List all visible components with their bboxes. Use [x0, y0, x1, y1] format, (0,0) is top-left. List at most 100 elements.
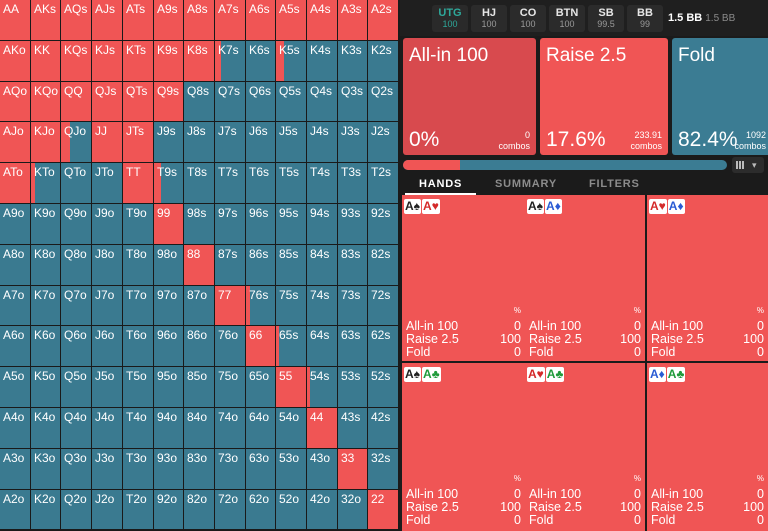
range-cell-32o[interactable]: 32o — [338, 490, 367, 529]
range-cell-KQo[interactable]: KQo — [31, 82, 60, 121]
range-cell-53o[interactable]: 53o — [276, 449, 306, 489]
range-cell-J5s[interactable]: J5s — [276, 122, 306, 162]
range-cell-75o[interactable]: 75o — [215, 367, 245, 407]
range-cell-JTs[interactable]: JTs — [123, 122, 153, 162]
range-cell-A6o[interactable]: A6o — [0, 326, 30, 366]
range-cell-A4s[interactable]: A4s — [307, 0, 337, 40]
range-cell-72o[interactable]: 72o — [215, 490, 245, 529]
range-cell-K5s[interactable]: K5s — [276, 41, 306, 81]
position-utg[interactable]: UTG 100 — [432, 5, 468, 32]
action-fold[interactable]: Fold 82.4% 1092 combos — [672, 38, 768, 155]
range-cell-32s[interactable]: 32s — [368, 449, 398, 489]
range-cell-A7s[interactable]: A7s — [215, 0, 245, 40]
range-cell-JTo[interactable]: JTo — [92, 163, 122, 203]
range-cell-52o[interactable]: 52o — [276, 490, 306, 529]
range-cell-KK[interactable]: KK — [31, 41, 60, 81]
range-cell-53s[interactable]: 53s — [338, 367, 367, 407]
range-cell-64o[interactable]: 64o — [246, 408, 275, 448]
range-cell-QJo[interactable]: QJo — [61, 122, 91, 162]
range-cell-QTo[interactable]: QTo — [61, 163, 91, 203]
range-cell-J8o[interactable]: J8o — [92, 245, 122, 285]
range-cell-AQo[interactable]: AQo — [0, 82, 30, 121]
range-cell-J6s[interactable]: J6s — [246, 122, 275, 162]
range-cell-Q6s[interactable]: Q6s — [246, 82, 275, 121]
range-cell-55[interactable]: 55 — [276, 367, 306, 407]
range-cell-85s[interactable]: 85s — [276, 245, 306, 285]
range-cell-K8o[interactable]: K8o — [31, 245, 60, 285]
range-cell-K5o[interactable]: K5o — [31, 367, 60, 407]
range-cell-43s[interactable]: 43s — [338, 408, 367, 448]
range-cell-77[interactable]: 77 — [215, 286, 245, 325]
range-cell-A8o[interactable]: A8o — [0, 245, 30, 285]
range-cell-A3s[interactable]: A3s — [338, 0, 367, 40]
range-cell-42s[interactable]: 42s — [368, 408, 398, 448]
range-cell-A2s[interactable]: A2s — [368, 0, 398, 40]
range-cell-K7o[interactable]: K7o — [31, 286, 60, 325]
range-cell-Q6o[interactable]: Q6o — [61, 326, 91, 366]
range-cell-82o[interactable]: 82o — [184, 490, 214, 529]
range-cell-96o[interactable]: 96o — [154, 326, 183, 366]
range-cell-T9s[interactable]: T9s — [154, 163, 183, 203]
range-cell-Q5s[interactable]: Q5s — [276, 82, 306, 121]
range-cell-98s[interactable]: 98s — [184, 204, 214, 244]
range-cell-K2o[interactable]: K2o — [31, 490, 60, 529]
range-cell-K9o[interactable]: K9o — [31, 204, 60, 244]
range-cell-ATs[interactable]: ATs — [123, 0, 153, 40]
range-cell-A4o[interactable]: A4o — [0, 408, 30, 448]
range-cell-A6s[interactable]: A6s — [246, 0, 275, 40]
range-cell-J3s[interactable]: J3s — [338, 122, 367, 162]
hand-combo-box[interactable]: A♠ A♣% All-in 100 0 Raise 2.5 100 Fold 0 — [402, 363, 525, 531]
range-cell-A3o[interactable]: A3o — [0, 449, 30, 489]
range-cell-T6o[interactable]: T6o — [123, 326, 153, 366]
range-cell-K4s[interactable]: K4s — [307, 41, 337, 81]
range-cell-K7s[interactable]: K7s — [215, 41, 245, 81]
range-cell-KQs[interactable]: KQs — [61, 41, 91, 81]
range-cell-AA[interactable]: AA — [0, 0, 30, 40]
range-cell-95o[interactable]: 95o — [154, 367, 183, 407]
range-cell-94s[interactable]: 94s — [307, 204, 337, 244]
range-cell-J3o[interactable]: J3o — [92, 449, 122, 489]
range-cell-84s[interactable]: 84s — [307, 245, 337, 285]
range-cell-Q3s[interactable]: Q3s — [338, 82, 367, 121]
range-cell-Q4s[interactable]: Q4s — [307, 82, 337, 121]
range-cell-QTs[interactable]: QTs — [123, 82, 153, 121]
range-cell-A2o[interactable]: A2o — [0, 490, 30, 529]
hand-combo-box[interactable]: A♠ A♥% All-in 100 0 Raise 2.5 100 Fold 0 — [402, 195, 525, 361]
range-cell-ATo[interactable]: ATo — [0, 163, 30, 203]
range-cell-AKo[interactable]: AKo — [0, 41, 30, 81]
range-cell-K8s[interactable]: K8s — [184, 41, 214, 81]
range-cell-65o[interactable]: 65o — [246, 367, 275, 407]
range-cell-J7o[interactable]: J7o — [92, 286, 122, 325]
range-cell-87s[interactable]: 87s — [215, 245, 245, 285]
range-cell-K3s[interactable]: K3s — [338, 41, 367, 81]
range-cell-74o[interactable]: 74o — [215, 408, 245, 448]
range-cell-J9s[interactable]: J9s — [154, 122, 183, 162]
range-cell-76s[interactable]: 76s — [246, 286, 275, 325]
tab-summary[interactable]: SUMMARY — [495, 178, 558, 190]
range-cell-KTs[interactable]: KTs — [123, 41, 153, 81]
range-cell-Q4o[interactable]: Q4o — [61, 408, 91, 448]
range-cell-J5o[interactable]: J5o — [92, 367, 122, 407]
range-cell-22[interactable]: 22 — [368, 490, 398, 529]
range-cell-72s[interactable]: 72s — [368, 286, 398, 325]
range-cell-A9s[interactable]: A9s — [154, 0, 183, 40]
range-cell-J2o[interactable]: J2o — [92, 490, 122, 529]
range-cell-Q7o[interactable]: Q7o — [61, 286, 91, 325]
range-cell-Q9o[interactable]: Q9o — [61, 204, 91, 244]
range-cell-K2s[interactable]: K2s — [368, 41, 398, 81]
range-cell-99[interactable]: 99 — [154, 204, 183, 244]
range-cell-96s[interactable]: 96s — [246, 204, 275, 244]
range-cell-43o[interactable]: 43o — [307, 449, 337, 489]
range-cell-Q3o[interactable]: Q3o — [61, 449, 91, 489]
range-cell-K4o[interactable]: K4o — [31, 408, 60, 448]
range-cell-T8s[interactable]: T8s — [184, 163, 214, 203]
range-cell-K9s[interactable]: K9s — [154, 41, 183, 81]
tab-filters[interactable]: FILTERS — [589, 178, 640, 190]
range-cell-42o[interactable]: 42o — [307, 490, 337, 529]
range-cell-83s[interactable]: 83s — [338, 245, 367, 285]
range-cell-AQs[interactable]: AQs — [61, 0, 91, 40]
range-cell-98o[interactable]: 98o — [154, 245, 183, 285]
range-cell-64s[interactable]: 64s — [307, 326, 337, 366]
range-cell-Q2s[interactable]: Q2s — [368, 82, 398, 121]
range-cell-62o[interactable]: 62o — [246, 490, 275, 529]
